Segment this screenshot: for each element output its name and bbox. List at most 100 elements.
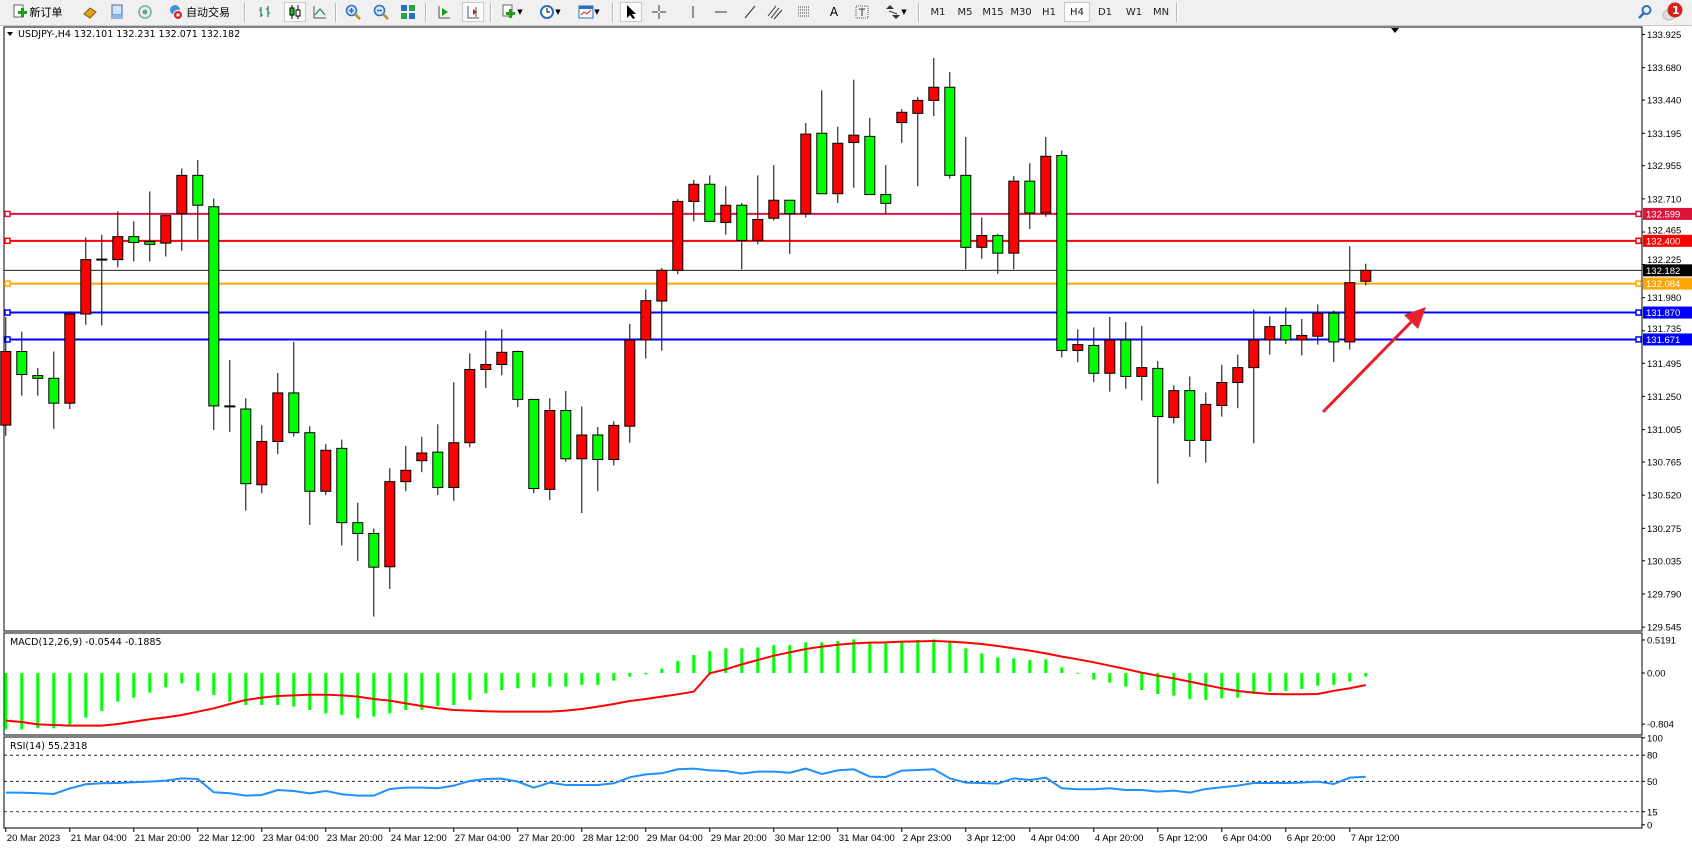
notifications-button[interactable]: 1 (1660, 2, 1684, 21)
line-chart-button[interactable] (311, 3, 329, 21)
macd-histogram-bar (52, 673, 56, 729)
candle-body (656, 269, 668, 302)
rsi-axis-label: 15 (1647, 807, 1658, 818)
indicators-button[interactable]: ▼ (498, 3, 526, 21)
line-handle[interactable] (1635, 280, 1642, 287)
macd-histogram-bar (308, 673, 312, 710)
candle (400, 446, 412, 492)
candle-body (480, 363, 492, 371)
line-handle[interactable] (1635, 210, 1642, 218)
line-handle[interactable] (4, 280, 11, 287)
vertical-line-button[interactable] (684, 3, 702, 21)
time-axis-label: 31 Mar 04:00 (839, 833, 895, 844)
candle-body (992, 235, 1004, 254)
candle-body (32, 375, 44, 379)
macd-histogram-bar (532, 673, 536, 688)
arrows-button[interactable]: ▼ (881, 3, 911, 21)
dropdown-arrow-icon: ▼ (555, 8, 561, 16)
signals-button[interactable] (136, 3, 154, 21)
candlestick-button[interactable] (284, 2, 306, 22)
timeframe-m1[interactable]: M1 (930, 6, 946, 18)
timeframe-w1[interactable]: W1 (1125, 6, 1143, 18)
autotrade-button[interactable]: 自动交易 (163, 3, 235, 21)
timeframe-m15[interactable]: M15 (982, 6, 1004, 18)
candle-body (1232, 367, 1244, 383)
candle (416, 436, 428, 473)
chart-shift-button[interactable] (462, 2, 484, 22)
horizontal-line-button[interactable] (712, 3, 730, 21)
price-tag (1643, 333, 1692, 346)
line-handle[interactable] (4, 309, 11, 316)
autotrade-icon (170, 5, 183, 20)
trendline-button[interactable] (741, 3, 759, 21)
equidistant-channel-button[interactable] (766, 3, 784, 21)
macd-histogram-bar (372, 673, 376, 717)
line-handle[interactable] (1635, 309, 1642, 316)
zoom-in-button[interactable] (344, 3, 362, 21)
horizontal-lines (4, 210, 1642, 343)
candle-body (1280, 325, 1292, 341)
macd-histogram-bar (420, 673, 424, 710)
market-watch-button[interactable] (81, 3, 99, 21)
cursor-tool-button[interactable] (620, 2, 642, 22)
text-label-button[interactable] (853, 3, 871, 21)
line-handle[interactable] (1635, 237, 1642, 245)
zoom-out-icon (373, 4, 389, 20)
timeframe-m30[interactable]: M30 (1010, 6, 1032, 18)
auto-scroll-button[interactable] (435, 3, 453, 21)
price-tag-label: 132.182 (1646, 266, 1680, 277)
macd-histogram-bar (1300, 673, 1304, 689)
candle (1056, 150, 1068, 358)
candle-body (864, 135, 876, 196)
bar-chart-button[interactable] (256, 3, 274, 21)
macd-histogram-bar (708, 650, 712, 673)
fibonacci-button[interactable] (796, 3, 814, 21)
collapse-triangle-icon[interactable] (7, 32, 13, 36)
candle-body (176, 174, 188, 215)
time-axis-label: 29 Mar 04:00 (647, 833, 703, 844)
candle-body (752, 218, 764, 241)
timeframe-d1[interactable]: D1 (1097, 6, 1113, 18)
candle (848, 79, 860, 188)
macd-histogram-bar (1076, 672, 1080, 674)
timeframe-h4[interactable]: H4 (1064, 2, 1090, 22)
chart-shift-marker-icon[interactable] (1391, 28, 1399, 33)
line-handle[interactable] (1635, 336, 1642, 343)
new-order-button[interactable]: 新订单 (4, 3, 70, 21)
zoom-out-button[interactable] (372, 3, 390, 21)
red-arrow-annotation[interactable] (1321, 307, 1426, 414)
candle (288, 341, 300, 437)
line-handle[interactable] (4, 237, 11, 245)
candle-body (1120, 339, 1132, 377)
candle-body (0, 351, 12, 426)
candle-body (1024, 180, 1036, 214)
price-axis-label: 130.275 (1647, 524, 1681, 535)
candle (1264, 316, 1276, 355)
templates-button[interactable]: ▼ (575, 3, 603, 21)
timeframe-h1[interactable]: H1 (1042, 6, 1056, 18)
crosshair-tool-button[interactable] (650, 3, 668, 21)
line-handle[interactable] (4, 336, 11, 343)
data-window-button[interactable] (108, 3, 126, 21)
candle-body (720, 204, 732, 223)
candle-body (16, 351, 28, 376)
price-axis-label: 132.225 (1647, 255, 1681, 266)
text-tool-button[interactable]: A (825, 3, 843, 21)
bar-chart-icon (259, 6, 270, 17)
macd-histogram-bar (148, 673, 152, 693)
periods-button[interactable]: ▼ (536, 3, 564, 21)
candle-body (672, 200, 684, 271)
candle (256, 425, 268, 494)
candle (1216, 364, 1228, 417)
tile-windows-button[interactable] (399, 3, 417, 21)
timeframe-mn[interactable]: MN (1152, 6, 1170, 18)
timeframe-m5[interactable]: M5 (957, 6, 973, 18)
search-button[interactable] (1636, 3, 1654, 21)
line-handle[interactable] (4, 210, 11, 218)
arrow-head-icon (1404, 307, 1426, 329)
candle (128, 221, 140, 262)
panel-frames (3, 26, 1643, 829)
candle-body (416, 452, 428, 462)
candle (1360, 263, 1372, 286)
